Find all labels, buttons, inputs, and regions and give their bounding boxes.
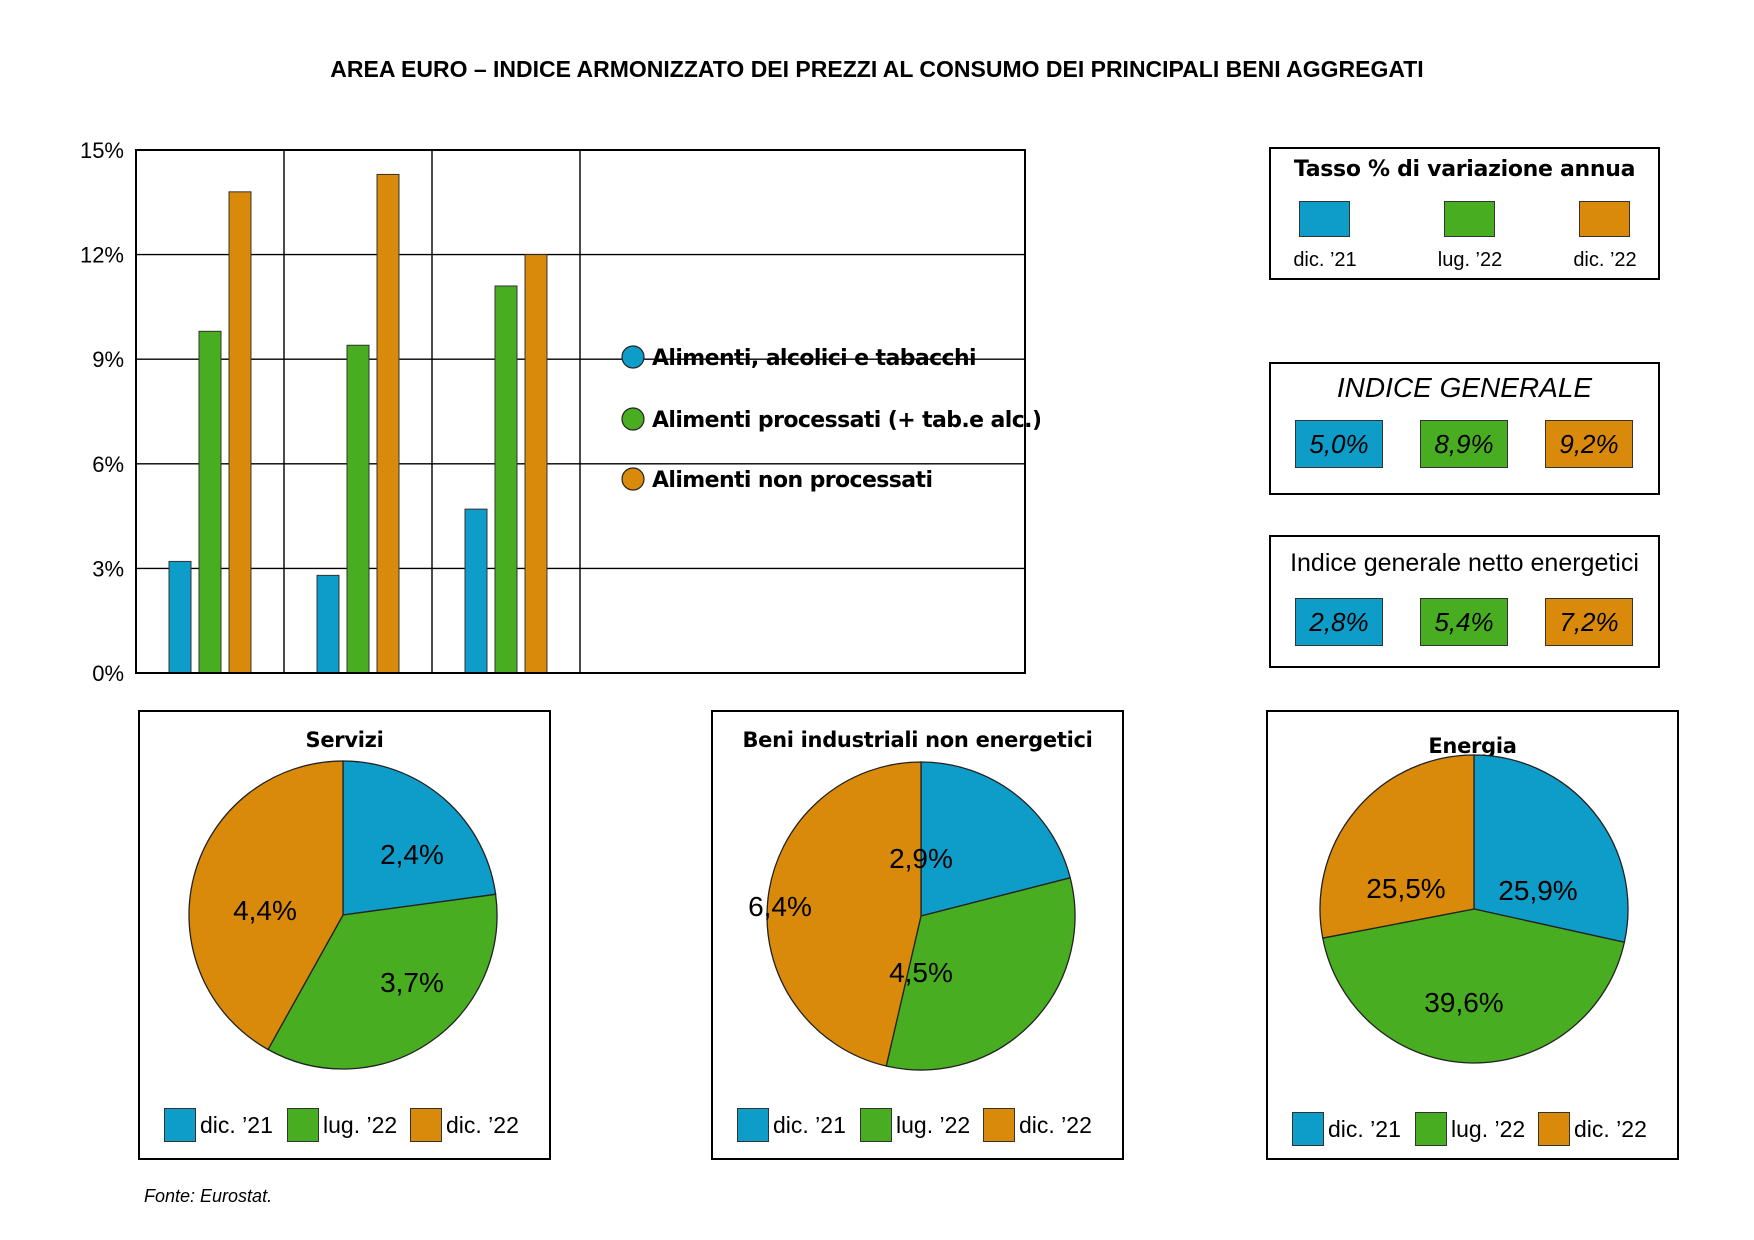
bar xyxy=(346,344,370,674)
legend-swatch-dic21 xyxy=(1299,201,1350,237)
pie-servizi: Servizi 2,4% 3,7% 4,4% dic. ’21 lug. ’22 d… xyxy=(138,710,551,1160)
indice-generale-dic21: 5,0% xyxy=(1295,420,1383,468)
pie-beni-legend: dic. ’21 lug. ’22 dic. ’22 xyxy=(713,1108,1122,1144)
pie-beni-legend-swatch-dic21 xyxy=(737,1108,769,1142)
indice-generale-dic22: 9,2% xyxy=(1545,420,1633,468)
pie-beni-legend-swatch-dic22 xyxy=(983,1108,1015,1142)
pie-energia-legend-swatch-lug22 xyxy=(1415,1112,1447,1146)
indice-netto-box: Indice generale netto energetici 2,8% 5,… xyxy=(1269,535,1660,668)
bar xyxy=(316,574,340,674)
legend-box-title: Tasso % di variazione annua xyxy=(1293,157,1636,182)
indice-generale-title: INDICE GENERALE xyxy=(1336,372,1593,403)
pie-servizi-legend: dic. ’21 lug. ’22 dic. ’22 xyxy=(140,1108,549,1144)
pie-energia-value-label: 25,9% xyxy=(1498,875,1577,906)
bar xyxy=(168,560,192,674)
pie-energia-slice xyxy=(1473,754,1629,944)
y-tick-label: 6% xyxy=(92,452,124,477)
pie-beni-value-label: 6,4% xyxy=(748,891,812,922)
pie-energia-legend-label-dic21: dic. ’21 xyxy=(1328,1116,1401,1142)
indice-generale-lug22: 8,9% xyxy=(1420,420,1508,468)
pie-servizi-legend-swatch-dic21 xyxy=(164,1108,196,1142)
indice-netto-title: Indice generale netto energetici xyxy=(1290,549,1639,577)
y-tick-label: 3% xyxy=(92,556,124,581)
pie-energia-legend: dic. ’21 lug. ’22 dic. ’22 xyxy=(1268,1112,1677,1148)
pie-beni-title: Beni industriali non energetici xyxy=(742,728,1093,752)
pie-servizi-slice xyxy=(188,760,344,1051)
pie-servizi-legend-label-dic22: dic. ’22 xyxy=(446,1112,519,1138)
bar xyxy=(228,191,252,674)
legend-swatch-lug22 xyxy=(1444,201,1495,237)
pie-energia-svg: 25,9% 39,6% 25,5% xyxy=(1319,754,1629,1064)
pie-energia-value-label: 25,5% xyxy=(1366,873,1445,904)
category-legend-marker xyxy=(621,407,645,431)
pie-energia-legend-label-lug22: lug. ’22 xyxy=(1451,1116,1526,1142)
pie-beni-slice xyxy=(766,761,922,1067)
legend-label-lug22: lug. ’22 xyxy=(1437,249,1503,271)
pie-servizi-title: Servizi xyxy=(305,728,384,752)
pie-servizi-legend-swatch-lug22 xyxy=(287,1108,319,1142)
pie-energia-slice xyxy=(1319,754,1475,939)
source-note: Fonte: Eurostat. xyxy=(144,1186,273,1206)
legend-label-dic21: dic. ’21 xyxy=(1293,249,1357,271)
pie-servizi-slice xyxy=(267,893,498,1070)
pie-energia-legend-swatch-dic21 xyxy=(1292,1112,1324,1146)
bar xyxy=(524,254,548,674)
pie-servizi-legend-label-lug22: lug. ’22 xyxy=(323,1112,398,1138)
y-tick-label: 9% xyxy=(92,347,124,372)
category-legend-label: Alimenti, alcolici e tabacchi xyxy=(652,346,976,371)
pie-servizi-value-label: 2,4% xyxy=(380,839,444,870)
pie-beni-industriali: Beni industriali non energetici 2,9% 4,5%… xyxy=(711,710,1124,1160)
pie-beni-slice xyxy=(920,761,1071,917)
pie-servizi-slice xyxy=(342,760,497,916)
indice-generale-box: INDICE GENERALE 5,0% 8,9% 9,2% xyxy=(1269,362,1660,495)
legend-swatch-dic22 xyxy=(1579,201,1630,237)
pie-beni-legend-label-lug22: lug. ’22 xyxy=(896,1112,971,1138)
pie-energia-slice xyxy=(1322,908,1626,1064)
y-tick-label: 12% xyxy=(80,243,124,268)
pie-servizi-svg: 2,4% 3,7% 4,4% xyxy=(188,760,498,1070)
pie-beni-value-label: 2,9% xyxy=(889,843,953,874)
pie-energia: Energia 25,9% 39,6% 25,5% dic. ’21 lug. ’2… xyxy=(1266,710,1679,1160)
bar xyxy=(376,173,400,674)
pie-servizi-value-label: 4,4% xyxy=(233,895,297,926)
category-legend-marker xyxy=(621,345,645,369)
pie-beni-legend-label-dic21: dic. ’21 xyxy=(773,1112,846,1138)
pie-servizi-legend-label-dic21: dic. ’21 xyxy=(200,1112,273,1138)
y-tick-label: 15% xyxy=(80,140,124,163)
legend-label-dic22: dic. ’22 xyxy=(1573,249,1637,271)
category-legend-label: Alimenti non processati xyxy=(652,468,932,493)
pie-servizi-legend-swatch-dic22 xyxy=(410,1108,442,1142)
plot-frame xyxy=(135,149,1026,674)
bar-chart: 0% 3% 6% 9% 12% 15% Alimenti, alcolici e tabac… xyxy=(80,140,1040,686)
legend-box: Tasso % di variazione annua dic. ’21 lug… xyxy=(1269,147,1660,280)
pie-energia-legend-label-dic22: dic. ’22 xyxy=(1574,1116,1647,1142)
pie-beni-legend-swatch-lug22 xyxy=(860,1108,892,1142)
pie-energia-title: Energia xyxy=(1428,734,1517,758)
bar xyxy=(494,285,518,674)
category-legend-marker xyxy=(621,467,645,491)
pie-servizi-value-label: 3,7% xyxy=(380,967,444,998)
pie-beni-value-label: 4,5% xyxy=(889,957,953,988)
pie-beni-slice xyxy=(885,877,1076,1071)
y-tick-label: 0% xyxy=(92,661,124,686)
bar xyxy=(464,508,488,674)
pie-beni-svg: 2,9% 4,5% 6,4% xyxy=(748,761,1076,1071)
indice-netto-dic22: 7,2% xyxy=(1545,598,1633,646)
category-legend-label: Alimenti processati (+ tab.e alc.) xyxy=(652,408,1040,433)
pie-energia-legend-swatch-dic22 xyxy=(1538,1112,1570,1146)
pie-energia-value-label: 39,6% xyxy=(1424,987,1503,1018)
indice-netto-lug22: 5,4% xyxy=(1420,598,1508,646)
chart-title: AREA EURO – INDICE ARMONIZZATO DEI PREZZ… xyxy=(330,56,1424,82)
pie-beni-legend-label-dic22: dic. ’22 xyxy=(1019,1112,1092,1138)
bar xyxy=(198,330,222,674)
indice-netto-dic21: 2,8% xyxy=(1295,598,1383,646)
